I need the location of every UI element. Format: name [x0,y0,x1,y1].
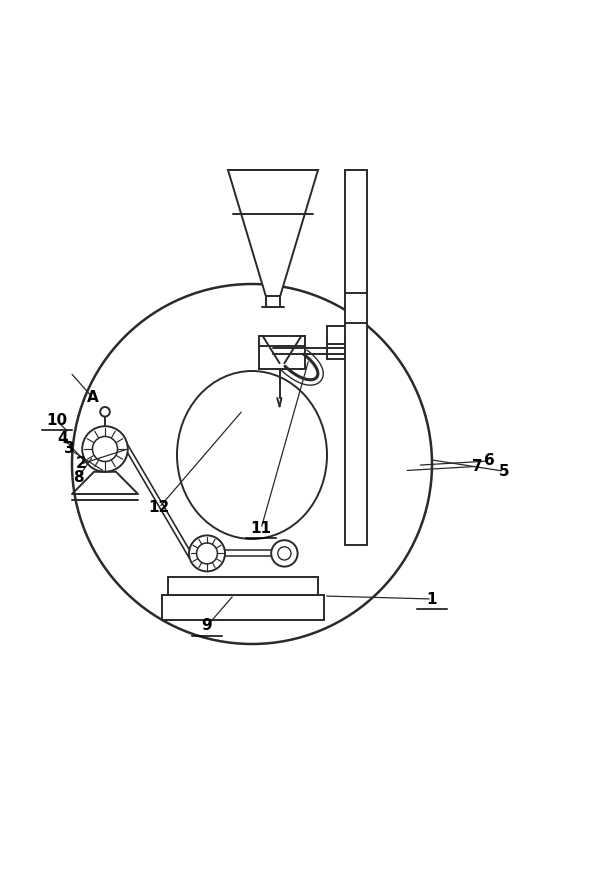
Text: 8: 8 [73,470,83,485]
Ellipse shape [177,371,327,539]
Text: 10: 10 [46,413,68,428]
Circle shape [278,547,291,560]
Circle shape [197,543,217,564]
Circle shape [72,284,432,644]
Circle shape [100,407,110,417]
Text: 5: 5 [499,464,509,479]
Text: 11: 11 [251,521,271,537]
Polygon shape [228,170,318,296]
Circle shape [92,436,118,461]
Text: 4: 4 [58,431,68,446]
Text: 6: 6 [484,454,494,468]
Circle shape [271,540,298,566]
Bar [168,577,318,595]
Bar [162,595,324,620]
Text: 2: 2 [76,456,86,471]
Text: A: A [87,391,99,406]
Circle shape [82,427,128,472]
Text: 1: 1 [427,592,437,607]
Bar [345,170,367,545]
Text: 9: 9 [202,619,212,634]
Text: 3: 3 [64,441,74,456]
Bar [259,336,305,369]
Text: 12: 12 [148,500,170,516]
Circle shape [189,536,225,572]
Text: 7: 7 [472,459,482,474]
